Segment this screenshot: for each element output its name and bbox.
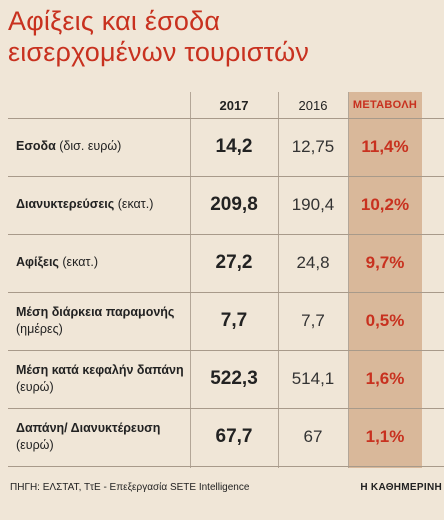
value-change: 1,6%	[365, 369, 405, 388]
value-2017: 522,3	[210, 368, 258, 389]
row-label: Μέση διάρκεια παραμονής (ημέρες)	[16, 304, 192, 338]
column-header-2016: 2016	[298, 97, 328, 113]
column-divider	[190, 92, 191, 468]
value-2017: 7,7	[220, 310, 248, 331]
row-label: Αφίξεις (εκατ.)	[16, 254, 192, 271]
chart-title-line-2: εισερχομένων τουριστών	[8, 37, 310, 67]
row-label-name: Μέση διάρκεια παραμονής	[16, 305, 175, 319]
row-divider	[8, 408, 444, 409]
table-row: Διανυκτερεύσεις (εκατ.) 209,8 190,4 10,2%	[0, 176, 444, 234]
value-2017: 209,8	[210, 194, 258, 215]
row-label-name: Διανυκτερεύσεις	[16, 197, 115, 211]
value-2016: 67	[303, 427, 323, 446]
column-header-change: ΜΕΤΑΒΟΛΗ	[352, 99, 418, 111]
value-2017: 67,7	[215, 426, 253, 447]
row-label-name: Μέση κατά κεφαλήν δαπάνη	[16, 363, 184, 377]
value-change: 0,5%	[365, 311, 405, 330]
value-2016: 7,7	[301, 311, 325, 330]
data-table: 2017 2016 ΜΕΤΑΒΟΛΗ Εσοδα (δισ. ευρώ) 14,2…	[0, 92, 444, 468]
chart-title-line-1: Αφίξεις και έσοδα	[8, 6, 221, 36]
row-label: Διανυκτερεύσεις (εκατ.)	[16, 196, 192, 213]
value-2016: 190,4	[291, 195, 335, 214]
row-label-unit: (δισ. ευρώ)	[55, 139, 122, 153]
table-row: Μέση διάρκεια παραμονής (ημέρες) 7,7 7,7 0,5…	[0, 292, 444, 350]
table-row: Δαπάνη/ Διανυκτέρευση (ευρώ) 67,7 67 1,1%	[0, 408, 444, 466]
row-label-name: Εσοδα	[16, 139, 56, 153]
row-label: Δαπάνη/ Διανυκτέρευση (ευρώ)	[16, 420, 192, 454]
row-label-unit: (ευρώ)	[16, 438, 54, 452]
source-note: ΠΗΓΗ: ΕΛΣΤΑΤ, ΤτΕ - Επεξεργασία SETE Int…	[10, 482, 250, 493]
value-2016: 12,75	[291, 137, 335, 156]
column-header-2017: 2017	[219, 97, 249, 113]
column-divider	[348, 92, 349, 468]
row-divider	[8, 234, 444, 235]
row-label-unit: (ημέρες)	[16, 322, 63, 336]
value-2017: 27,2	[215, 252, 253, 273]
row-divider	[8, 350, 444, 351]
row-label-unit: (εκατ.)	[58, 255, 99, 269]
value-change: 11,4%	[361, 137, 409, 156]
table-row: Μέση κατά κεφαλήν δαπάνη (ευρώ) 522,3 514,1…	[0, 350, 444, 408]
value-2017: 14,2	[215, 136, 253, 157]
row-label-unit: (ευρώ)	[16, 380, 54, 394]
value-change: 10,2%	[360, 195, 410, 214]
publisher-logo: Η ΚΑΘΗΜΕΡΙΝΗ	[360, 482, 442, 493]
chart-title: Αφίξεις και έσοδα εισερχομένων τουριστών	[8, 6, 438, 68]
row-divider	[8, 466, 444, 467]
row-label-unit: (εκατ.)	[114, 197, 154, 211]
row-divider	[8, 118, 444, 119]
value-2016: 24,8	[296, 253, 330, 272]
row-label-name: Αφίξεις	[16, 255, 59, 269]
row-label: Εσοδα (δισ. ευρώ)	[16, 138, 192, 155]
row-divider	[8, 292, 444, 293]
table-row: Αφίξεις (εκατ.) 27,2 24,8 9,7%	[0, 234, 444, 292]
row-label: Μέση κατά κεφαλήν δαπάνη (ευρώ)	[16, 362, 192, 396]
table-row: Εσοδα (δισ. ευρώ) 14,2 12,75 11,4%	[0, 118, 444, 176]
value-2016: 514,1	[291, 369, 335, 388]
row-divider	[8, 176, 444, 177]
row-label-name: Δαπάνη/ Διανυκτέρευση	[16, 421, 161, 435]
value-change: 9,7%	[365, 253, 405, 272]
value-change: 1,1%	[365, 427, 405, 446]
change-column-highlight	[348, 92, 422, 468]
column-divider	[278, 92, 279, 468]
